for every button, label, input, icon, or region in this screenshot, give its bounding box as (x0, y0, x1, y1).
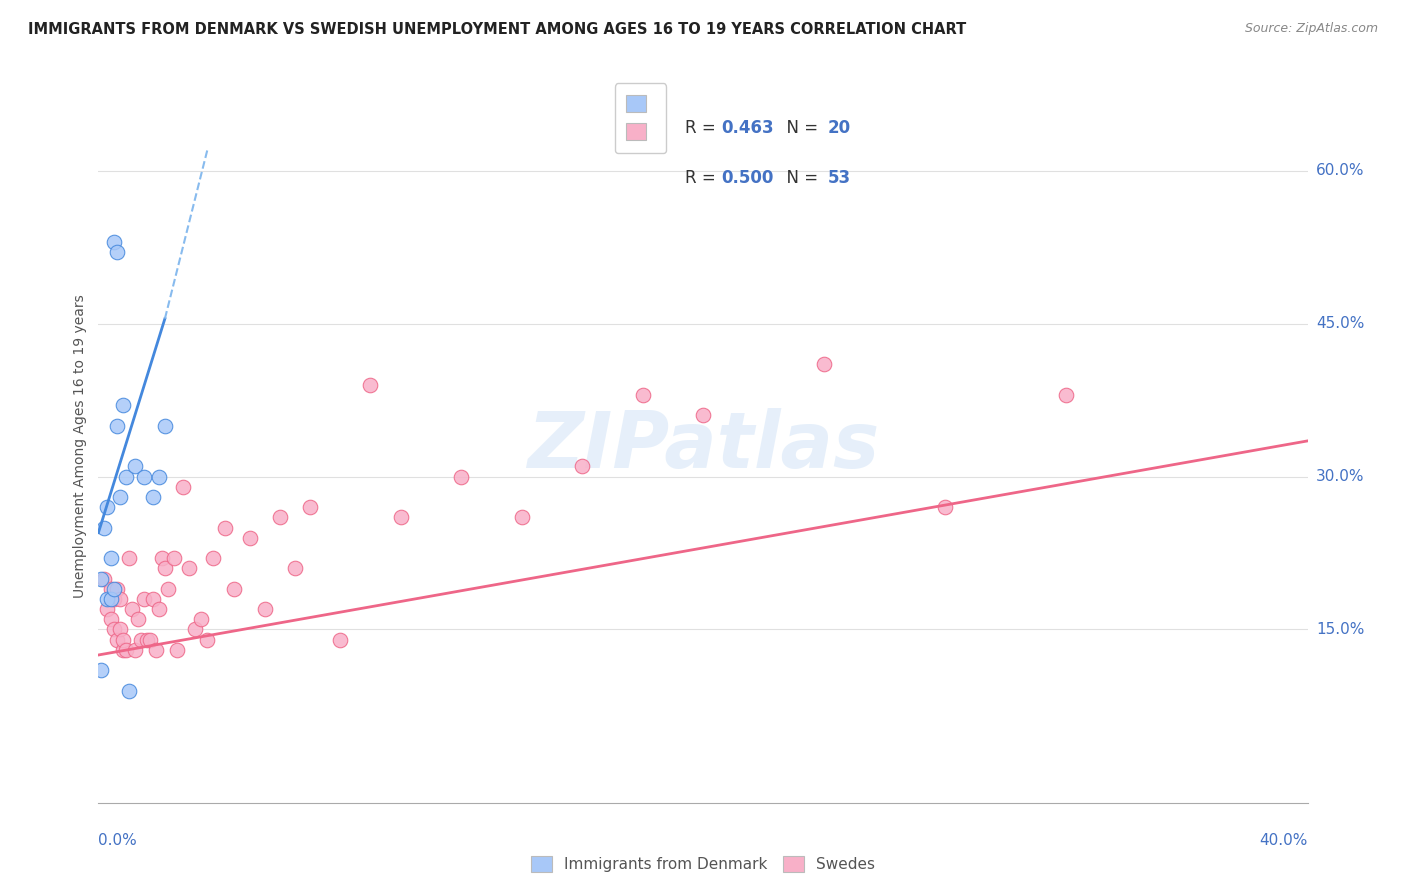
Point (96, 591, 118, 606)
Point (108, 623, 131, 637)
Text: 20: 20 (828, 120, 851, 137)
Text: 30.0%: 30.0% (1316, 469, 1364, 484)
Point (111, 632, 134, 647)
Point (103, 582, 125, 596)
Point (1054, 388, 1077, 402)
Point (692, 409, 714, 423)
Point (571, 459, 593, 474)
Point (127, 612, 149, 626)
Point (100, 612, 122, 626)
Text: Source: ZipAtlas.com: Source: ZipAtlas.com (1244, 22, 1378, 36)
Point (90, 663, 112, 677)
Point (105, 245, 128, 260)
Point (184, 623, 207, 637)
Point (510, 510, 533, 524)
Point (96, 500, 118, 515)
Point (153, 418, 176, 433)
Point (118, 683, 141, 698)
Point (124, 643, 146, 657)
Point (118, 551, 141, 566)
Point (121, 602, 143, 616)
Point (329, 632, 352, 647)
Point (253, 602, 276, 616)
Point (108, 490, 131, 504)
Text: N =: N = (776, 120, 823, 137)
Point (190, 612, 212, 626)
Point (813, 358, 835, 372)
Text: 60.0%: 60.0% (1316, 163, 1364, 178)
Point (111, 643, 134, 657)
Point (105, 582, 128, 596)
Point (103, 591, 125, 606)
Point (105, 632, 128, 647)
Text: 15.0%: 15.0% (1316, 622, 1364, 637)
Point (389, 510, 412, 524)
Point (103, 235, 125, 249)
Point (108, 591, 131, 606)
Text: 40.0%: 40.0% (1260, 833, 1308, 848)
Point (100, 582, 122, 596)
Point (284, 561, 307, 575)
Point (269, 510, 291, 524)
Point (124, 459, 146, 474)
Point (139, 632, 162, 647)
Point (148, 469, 170, 483)
Y-axis label: Unemployment Among Ages 16 to 19 years: Unemployment Among Ages 16 to 19 years (73, 294, 87, 598)
Point (177, 561, 201, 575)
Point (145, 643, 167, 657)
Legend: , : , (614, 83, 666, 153)
Point (299, 500, 322, 515)
Point (172, 480, 194, 494)
Text: IMMIGRANTS FROM DENMARK VS SWEDISH UNEMPLOYMENT AMONG AGES 16 TO 19 YEARS CORREL: IMMIGRANTS FROM DENMARK VS SWEDISH UNEMP… (28, 22, 966, 37)
Point (90, 572, 112, 586)
Point (163, 551, 186, 566)
Point (100, 551, 122, 566)
Point (132, 469, 155, 483)
Point (195, 632, 218, 647)
Point (934, 500, 956, 515)
Point (132, 591, 155, 606)
Text: 45.0%: 45.0% (1316, 316, 1364, 331)
Point (166, 643, 188, 657)
Text: N =: N = (776, 169, 823, 187)
Point (156, 582, 179, 596)
Point (103, 623, 125, 637)
Text: R =: R = (685, 120, 721, 137)
Point (239, 531, 262, 545)
Point (114, 643, 136, 657)
Text: ZIPatlas: ZIPatlas (527, 408, 879, 484)
Point (96, 602, 118, 616)
Text: 0.500: 0.500 (721, 169, 773, 187)
Point (148, 602, 170, 616)
Point (93, 572, 115, 586)
Point (142, 490, 165, 504)
Point (214, 520, 236, 534)
Point (114, 469, 136, 483)
Point (142, 591, 165, 606)
Point (153, 561, 176, 575)
Point (105, 418, 128, 433)
Point (224, 582, 246, 596)
Point (202, 551, 225, 566)
Point (93, 520, 115, 534)
Point (129, 632, 152, 647)
Point (150, 551, 173, 566)
Text: R =: R = (685, 169, 721, 187)
Point (135, 632, 157, 647)
Text: 0.0%: 0.0% (98, 833, 138, 848)
Text: 0.463: 0.463 (721, 120, 773, 137)
Point (450, 469, 472, 483)
Point (111, 398, 134, 412)
Point (100, 591, 122, 606)
Text: 53: 53 (828, 169, 851, 187)
Point (631, 388, 654, 402)
Legend: Immigrants from Denmark, Swedes: Immigrants from Denmark, Swedes (523, 848, 883, 880)
Point (360, 377, 382, 392)
